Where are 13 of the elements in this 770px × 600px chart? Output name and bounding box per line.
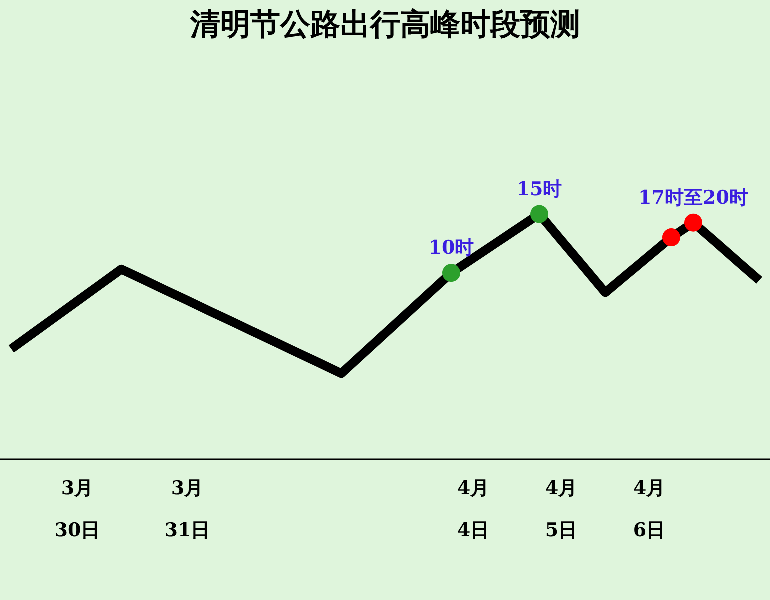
x-tick-label: 4月 5日 bbox=[545, 478, 578, 542]
x-tick-label: 4月 6日 bbox=[633, 478, 666, 542]
point bbox=[684, 214, 702, 232]
x-tick-label: 3月 30日 bbox=[54, 478, 100, 542]
chart-title: 清明节公路出行高峰时段预测 bbox=[190, 8, 580, 42]
x-tick-label: 3月 31日 bbox=[164, 478, 210, 542]
point bbox=[442, 264, 460, 282]
annotation: 10时 bbox=[428, 237, 474, 260]
x-tick-label: 4月 4日 bbox=[457, 478, 490, 542]
annotation: 17时至20时 bbox=[638, 186, 748, 209]
annotation: 15时 bbox=[516, 178, 562, 200]
point bbox=[530, 205, 548, 224]
point bbox=[662, 228, 680, 247]
